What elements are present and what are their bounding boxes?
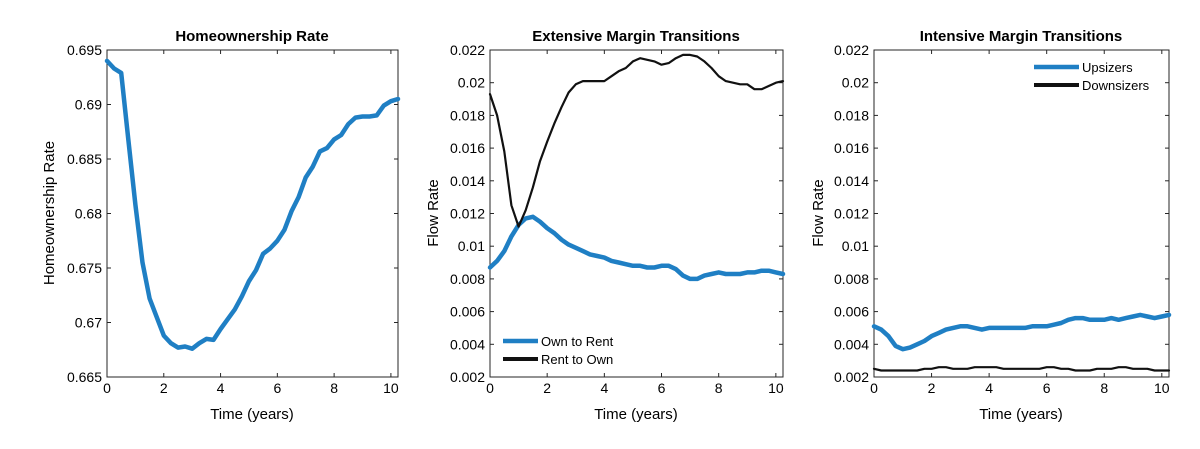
x-tick-label: 0 bbox=[486, 380, 494, 396]
x-tick-label: 4 bbox=[600, 380, 608, 396]
y-tick-label: 0.665 bbox=[67, 369, 102, 385]
chart-title: Homeownership Rate bbox=[175, 28, 328, 45]
x-tick-label: 0 bbox=[103, 380, 111, 396]
x-tick-label: 8 bbox=[1100, 380, 1108, 396]
panel-extensive-margin: Extensive Margin Transitions Time (years… bbox=[425, 28, 786, 423]
axis-ticks: 0 2 4 6 8 10 0.665 0.67 0.675 0.68 0.685 0.69 0.695 bbox=[67, 42, 399, 396]
x-tick-label: 4 bbox=[217, 380, 225, 396]
series-group bbox=[487, 53, 786, 282]
series-group bbox=[104, 58, 401, 351]
x-tick-label: 2 bbox=[160, 380, 168, 396]
chart-title: Extensive Margin Transitions bbox=[532, 28, 740, 45]
x-tick-label: 2 bbox=[543, 380, 551, 396]
x-tick-label: 2 bbox=[928, 380, 936, 396]
legend-label-downsizers: Downsizers bbox=[1082, 78, 1150, 93]
y-tick-label: 0.006 bbox=[834, 304, 869, 320]
axis-ticks: 0 2 4 6 8 10 0.002 0.004 0.006 0.008 0.01 0.012 0.01… bbox=[450, 42, 784, 396]
y-tick-label: 0.69 bbox=[75, 97, 102, 113]
series-group bbox=[871, 312, 1172, 372]
y-tick-label: 0.014 bbox=[834, 173, 869, 189]
y-tick-label: 0.018 bbox=[450, 107, 485, 123]
x-tick-label: 6 bbox=[658, 380, 666, 396]
x-tick-label: 6 bbox=[273, 380, 281, 396]
y-tick-label: 0.675 bbox=[67, 260, 102, 276]
y-tick-label: 0.008 bbox=[834, 271, 869, 287]
panel-homeownership-rate: Homeownership Rate Time (years) Homeowne… bbox=[41, 28, 401, 423]
chart-title: Intensive Margin Transitions bbox=[920, 28, 1123, 45]
y-tick-label: 0.02 bbox=[458, 75, 485, 91]
y-tick-label: 0.02 bbox=[842, 75, 869, 91]
series-line-1 bbox=[104, 58, 401, 351]
plot-area bbox=[489, 49, 784, 378]
series-line-own-to-rent bbox=[487, 214, 786, 282]
y-tick-label: 0.002 bbox=[450, 369, 485, 385]
y-tick-label: 0.68 bbox=[75, 206, 102, 222]
axis-ticks: 0 2 4 6 8 10 0.002 0.004 0.006 0.008 0.01 0.012 0.01… bbox=[834, 42, 1170, 396]
y-tick-label: 0.016 bbox=[450, 140, 485, 156]
x-axis-label: Time (years) bbox=[210, 406, 294, 423]
x-tick-label: 8 bbox=[330, 380, 338, 396]
y-tick-label: 0.002 bbox=[834, 369, 869, 385]
y-axis-label: Homeownership Rate bbox=[41, 141, 58, 285]
y-tick-label: 0.014 bbox=[450, 173, 485, 189]
y-tick-label: 0.012 bbox=[450, 206, 485, 222]
x-tick-label: 10 bbox=[383, 380, 399, 396]
x-tick-label: 0 bbox=[870, 380, 878, 396]
y-tick-label: 0.004 bbox=[834, 336, 869, 352]
y-tick-label: 0.004 bbox=[450, 336, 485, 352]
series-line-upsizers bbox=[871, 312, 1172, 352]
series-line-rent-to-own bbox=[488, 53, 785, 228]
y-tick-label: 0.012 bbox=[834, 206, 869, 222]
x-tick-label: 4 bbox=[985, 380, 993, 396]
series-line-downsizers bbox=[872, 366, 1171, 372]
legend-label-upsizers: Upsizers bbox=[1082, 60, 1133, 75]
y-tick-label: 0.01 bbox=[842, 238, 869, 254]
legend: Upsizers Downsizers bbox=[1034, 60, 1150, 93]
x-axis-label: Time (years) bbox=[979, 406, 1063, 423]
y-tick-label: 0.685 bbox=[67, 151, 102, 167]
panel-intensive-margin: Intensive Margin Transitions Time (years… bbox=[810, 28, 1172, 423]
y-tick-label: 0.006 bbox=[450, 304, 485, 320]
y-tick-label: 0.018 bbox=[834, 107, 869, 123]
y-tick-label: 0.67 bbox=[75, 315, 102, 331]
y-tick-label: 0.01 bbox=[458, 238, 485, 254]
x-tick-label: 10 bbox=[768, 380, 784, 396]
y-tick-label: 0.016 bbox=[834, 140, 869, 156]
y-tick-label: 0.022 bbox=[834, 42, 869, 58]
y-tick-label: 0.008 bbox=[450, 271, 485, 287]
y-axis-label: Flow Rate bbox=[425, 179, 442, 247]
x-axis-label: Time (years) bbox=[594, 406, 678, 423]
legend-label-own-to-rent: Own to Rent bbox=[541, 334, 614, 349]
x-tick-label: 6 bbox=[1043, 380, 1051, 396]
y-tick-label: 0.695 bbox=[67, 42, 102, 58]
plot-area bbox=[873, 49, 1170, 378]
y-axis-label: Flow Rate bbox=[810, 179, 827, 247]
x-tick-label: 8 bbox=[715, 380, 723, 396]
legend-label-rent-to-own: Rent to Own bbox=[541, 352, 613, 367]
y-tick-label: 0.022 bbox=[450, 42, 485, 58]
x-tick-label: 10 bbox=[1154, 380, 1170, 396]
plot-area bbox=[106, 49, 399, 378]
legend: Own to Rent Rent to Own bbox=[503, 334, 614, 367]
